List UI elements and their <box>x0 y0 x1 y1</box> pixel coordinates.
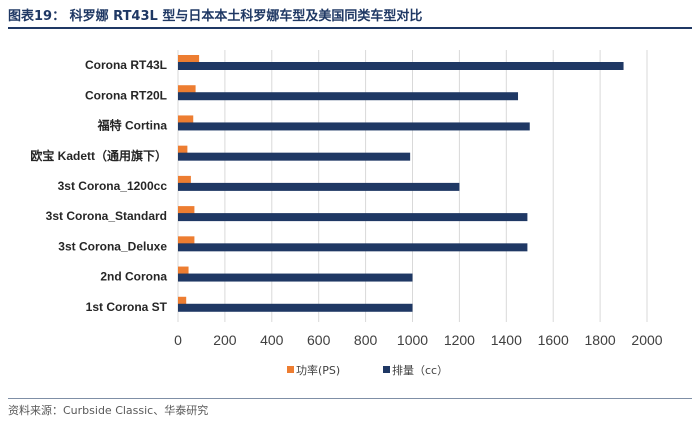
footer-divider <box>8 398 692 399</box>
bar-displacement <box>178 213 528 222</box>
x-tick-label: 1800 <box>585 332 616 348</box>
x-tick-label: 600 <box>307 332 331 348</box>
x-tick-label: 1600 <box>538 332 569 348</box>
bar-power <box>178 206 195 215</box>
bar-chart: 0 200 400 600 800 1000 1200 1400 1600 1800 2000 Cor… <box>30 50 663 377</box>
x-tick-label: 2000 <box>631 332 662 348</box>
legend-label: 功率(PS) <box>296 363 340 377</box>
x-tick-label: 0 <box>174 332 182 348</box>
bar-power <box>178 296 187 305</box>
legend-label: 排量（cc） <box>392 363 448 377</box>
x-tick-label: 1400 <box>491 332 522 348</box>
bar-displacement <box>178 303 413 312</box>
bar-power <box>178 85 196 94</box>
bar-power <box>178 236 195 245</box>
bar-power <box>178 266 189 275</box>
bar-displacement <box>178 152 411 161</box>
bar-power <box>178 145 188 154</box>
bar-displacement <box>178 122 530 131</box>
category-label: 3st Corona_Standard <box>46 209 167 223</box>
category-label: 3st Corona_1200cc <box>58 179 168 193</box>
category-label: 1st Corona ST <box>86 300 168 314</box>
chart-title: 图表19： 科罗娜 RT43L 型与日本本土科罗娜车型及美国同类车型对比 <box>8 9 423 24</box>
x-tick-label: 1200 <box>444 332 475 348</box>
bar-displacement <box>178 62 624 70</box>
bar-displacement <box>178 243 528 252</box>
source-note: 资料来源：Curbside Classic、华泰研究 <box>8 404 209 417</box>
title-divider <box>8 27 692 29</box>
bar-power <box>178 115 194 124</box>
category-label: 3st Corona_Deluxe <box>58 239 167 253</box>
x-tick-label: 1000 <box>397 332 428 348</box>
legend-swatch <box>287 366 294 373</box>
bar-displacement <box>178 182 460 191</box>
category-label: Corona RT20L <box>85 88 167 102</box>
bar-displacement <box>178 273 413 282</box>
bar-displacement <box>178 92 519 101</box>
bar-power <box>178 55 200 63</box>
x-tick-label: 400 <box>260 332 284 348</box>
x-tick-label: 200 <box>213 332 237 348</box>
category-label: 2nd Corona <box>100 270 167 284</box>
x-tick-label: 800 <box>354 332 378 348</box>
category-label: Corona RT43L <box>85 58 167 72</box>
category-label: 福特 Cortina <box>97 118 168 133</box>
bar-power <box>178 175 191 184</box>
legend-swatch <box>383 366 390 373</box>
category-label: 欧宝 Kadett（通用旗下） <box>30 148 167 163</box>
